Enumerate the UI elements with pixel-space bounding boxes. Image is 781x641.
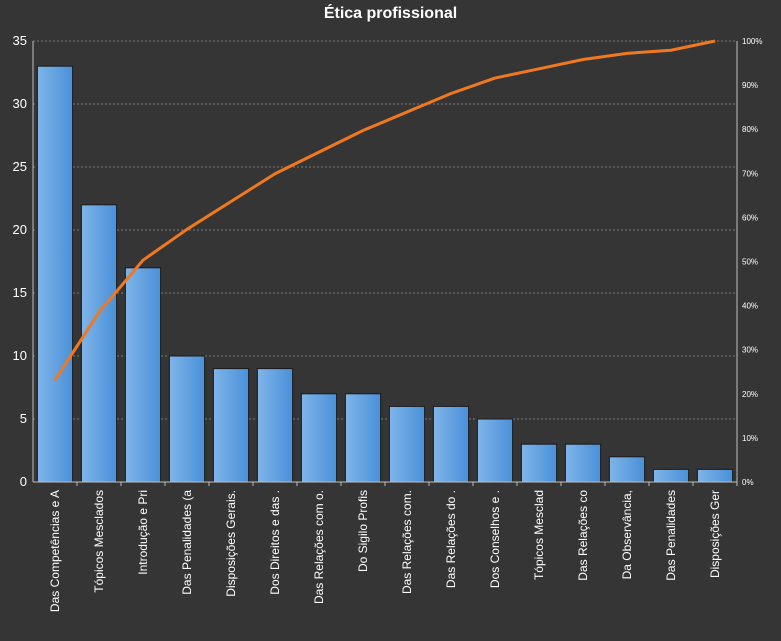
line-point xyxy=(318,151,320,153)
line-point xyxy=(714,40,716,42)
line-point xyxy=(626,52,628,54)
x-tick-label: Das Relações co xyxy=(576,490,590,581)
bar xyxy=(520,443,558,483)
y2-tick-label: 30% xyxy=(742,346,758,355)
y2-tick-label: 80% xyxy=(742,125,758,134)
bar xyxy=(36,65,74,483)
bar xyxy=(652,468,690,483)
x-tick-label: Das Relações com o. xyxy=(312,490,326,604)
bar xyxy=(256,368,294,483)
bar xyxy=(388,405,426,483)
x-tick-label: Tópicos Mesclad xyxy=(532,490,546,580)
bar xyxy=(168,355,206,483)
chart-title: Ética profissional xyxy=(323,5,458,22)
line-point xyxy=(98,311,100,313)
x-tick-label: Disposições Gerais. xyxy=(224,490,238,597)
bar xyxy=(212,368,250,483)
y2-tick-label: 60% xyxy=(742,213,758,222)
x-tick-label: Disposições Ger xyxy=(708,490,722,578)
bar xyxy=(344,393,382,483)
line-point xyxy=(538,68,540,70)
x-tick-label: Das Relações do . xyxy=(444,490,458,588)
x-tick-label: Introdução e Pri xyxy=(136,490,150,575)
y2-tick-label: 40% xyxy=(742,302,758,311)
y-tick-label: 20 xyxy=(13,222,27,237)
x-tick-label: Dos Conselhos e . xyxy=(488,490,502,588)
y2-tick-label: 50% xyxy=(742,258,758,267)
line-point xyxy=(582,59,584,61)
x-tick-label: Das Competências e A xyxy=(48,490,62,612)
line-point xyxy=(274,173,276,175)
bar xyxy=(476,418,514,483)
x-tick-label: Das Penalidades (a xyxy=(180,490,194,595)
bar xyxy=(300,393,338,483)
x-tick-label: Das Penalidades xyxy=(664,490,678,581)
line-point xyxy=(450,92,452,94)
y-tick-label: 30 xyxy=(13,96,27,111)
line-point xyxy=(494,77,496,79)
line-point xyxy=(362,130,364,132)
bar xyxy=(696,468,734,483)
bar xyxy=(124,267,162,483)
x-tick-label: Tópicos Mesclados xyxy=(92,490,106,593)
bar xyxy=(608,456,646,483)
y2-tick-label: 90% xyxy=(742,81,758,90)
y2-tick-label: 0% xyxy=(742,478,754,487)
y-tick-label: 10 xyxy=(13,348,27,363)
bar xyxy=(432,405,470,483)
y2-tick-label: 70% xyxy=(742,169,758,178)
line-point xyxy=(230,201,232,203)
y2-tick-label: 100% xyxy=(742,37,762,46)
x-tick-label: Das Relações com. xyxy=(400,490,414,594)
y-tick-label: 0 xyxy=(20,474,27,489)
x-tick-label: Dos Direitos e das . xyxy=(268,490,282,595)
line-point xyxy=(406,111,408,113)
y-tick-label: 35 xyxy=(13,33,27,48)
x-tick-label: Do Sigilo Profis xyxy=(356,490,370,572)
line-point xyxy=(142,259,144,261)
cumulative-line xyxy=(53,39,716,381)
x-tick-label: Da Observância, xyxy=(620,490,634,579)
y-tick-label: 5 xyxy=(20,411,27,426)
line-point xyxy=(54,379,56,381)
y-tick-label: 25 xyxy=(13,159,27,174)
line-point xyxy=(670,49,672,51)
y2-tick-label: 20% xyxy=(742,390,758,399)
bar xyxy=(80,204,118,483)
y2-tick-label: 10% xyxy=(742,434,758,443)
y-tick-label: 15 xyxy=(13,285,27,300)
line-point xyxy=(186,228,188,230)
bar xyxy=(564,443,602,483)
